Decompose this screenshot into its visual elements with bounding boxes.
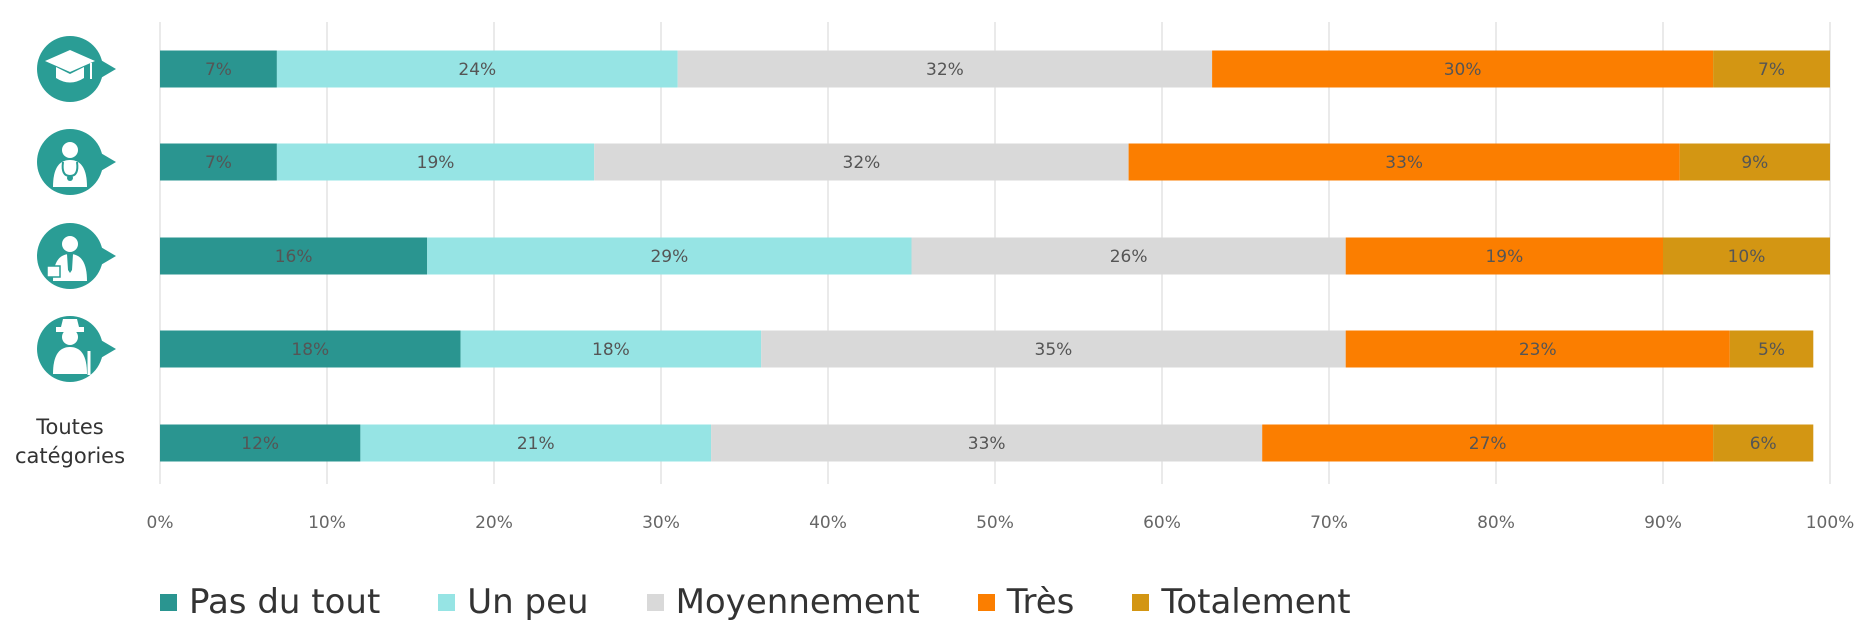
data-label: 23% <box>1519 340 1557 360</box>
chart-canvas: 0% 10% 20% 30% 40% 50% 60% 70% 80% 90% 100% 7% 24% 32… <box>15 22 1855 533</box>
bar-segment <box>160 424 361 462</box>
data-label: 35% <box>1035 340 1073 360</box>
x-tick-label: 50% <box>976 513 1014 533</box>
data-label: 7% <box>205 60 232 80</box>
graduation-cap-icon <box>37 36 116 102</box>
x-tick-label: 70% <box>1310 513 1348 533</box>
bar-segment <box>1713 50 1830 88</box>
professional-briefcase-icon <box>37 223 116 289</box>
bar-segment <box>460 330 762 368</box>
x-tick-label: 0% <box>147 513 174 533</box>
bar-segment <box>594 143 1129 181</box>
data-label: 32% <box>843 153 881 173</box>
bar-segment <box>1345 330 1730 368</box>
data-label: 18% <box>592 340 630 360</box>
x-tick-label: 10% <box>308 513 346 533</box>
bar-segment <box>911 237 1346 275</box>
bar-segment <box>360 424 712 462</box>
bar-segment <box>711 424 1263 462</box>
data-label: 16% <box>275 247 313 267</box>
legend-label: Un peu <box>467 582 589 622</box>
legend-item: Totalement <box>1132 582 1351 622</box>
bar-segment <box>160 50 277 88</box>
legend-item: Pas du tout <box>160 582 380 622</box>
legend-swatch <box>438 593 456 611</box>
bar-segment <box>427 237 912 275</box>
data-label: 19% <box>1485 247 1523 267</box>
data-label: 18% <box>291 340 329 360</box>
data-label: 26% <box>1110 247 1148 267</box>
data-label: 24% <box>458 60 496 80</box>
bar-segment <box>1262 424 1714 462</box>
bar-segment <box>276 50 678 88</box>
data-label: 12% <box>241 434 279 454</box>
data-label: 19% <box>417 153 455 173</box>
bar-segment <box>677 50 1213 88</box>
legend-item: Très <box>977 582 1075 622</box>
legend-swatch <box>646 593 664 611</box>
x-tick-label: 20% <box>475 513 513 533</box>
bar-segment <box>1212 50 1714 88</box>
legend-item: Un peu <box>438 582 589 622</box>
data-label: 5% <box>1758 340 1785 360</box>
x-tick-label: 90% <box>1644 513 1682 533</box>
x-tick-label: 60% <box>1143 513 1181 533</box>
data-label: 33% <box>1385 153 1423 173</box>
bar-segment <box>1663 237 1830 275</box>
bar-segment <box>1345 237 1663 275</box>
data-label: 30% <box>1444 60 1482 80</box>
legend-item: Moyennement <box>646 582 920 622</box>
legend-label: Totalement <box>1161 582 1351 622</box>
data-label: 7% <box>1758 60 1785 80</box>
category-label: Toutes catégories <box>15 415 125 468</box>
retiree-icon <box>37 316 116 382</box>
legend-label: Pas du tout <box>189 582 381 622</box>
legend-swatch <box>160 593 177 611</box>
bar-segment <box>276 143 595 181</box>
bar-segment <box>1713 424 1814 462</box>
legend-label: Très <box>1006 582 1075 622</box>
x-tick-label: 80% <box>1477 513 1515 533</box>
legend-swatch <box>1132 593 1150 611</box>
bar-segment <box>1679 143 1830 181</box>
x-tick-label: 40% <box>809 513 847 533</box>
bar-segment <box>160 237 428 275</box>
chart-legend: Pas du tout Un peu Moyennement Très Totaleme… <box>160 582 1351 622</box>
data-label: 21% <box>517 434 555 454</box>
legend-swatch <box>977 593 995 611</box>
data-label: 33% <box>968 434 1006 454</box>
data-label: 29% <box>650 247 688 267</box>
data-label: 10% <box>1728 247 1766 267</box>
bar-segment <box>160 143 277 181</box>
bar-segment <box>761 330 1346 368</box>
doctor-icon <box>37 129 116 195</box>
legend-label: Moyennement <box>675 582 920 622</box>
bar-segment <box>1128 143 1680 181</box>
data-label: 9% <box>1741 153 1768 173</box>
data-label: 6% <box>1750 434 1777 454</box>
x-tick-label: 100% <box>1806 513 1855 533</box>
data-label: 7% <box>205 153 232 173</box>
bar-segment <box>160 330 461 368</box>
bar-segment <box>1729 330 1814 368</box>
data-label: 32% <box>926 60 964 80</box>
data-label: 27% <box>1469 434 1507 454</box>
x-tick-label: 30% <box>642 513 680 533</box>
